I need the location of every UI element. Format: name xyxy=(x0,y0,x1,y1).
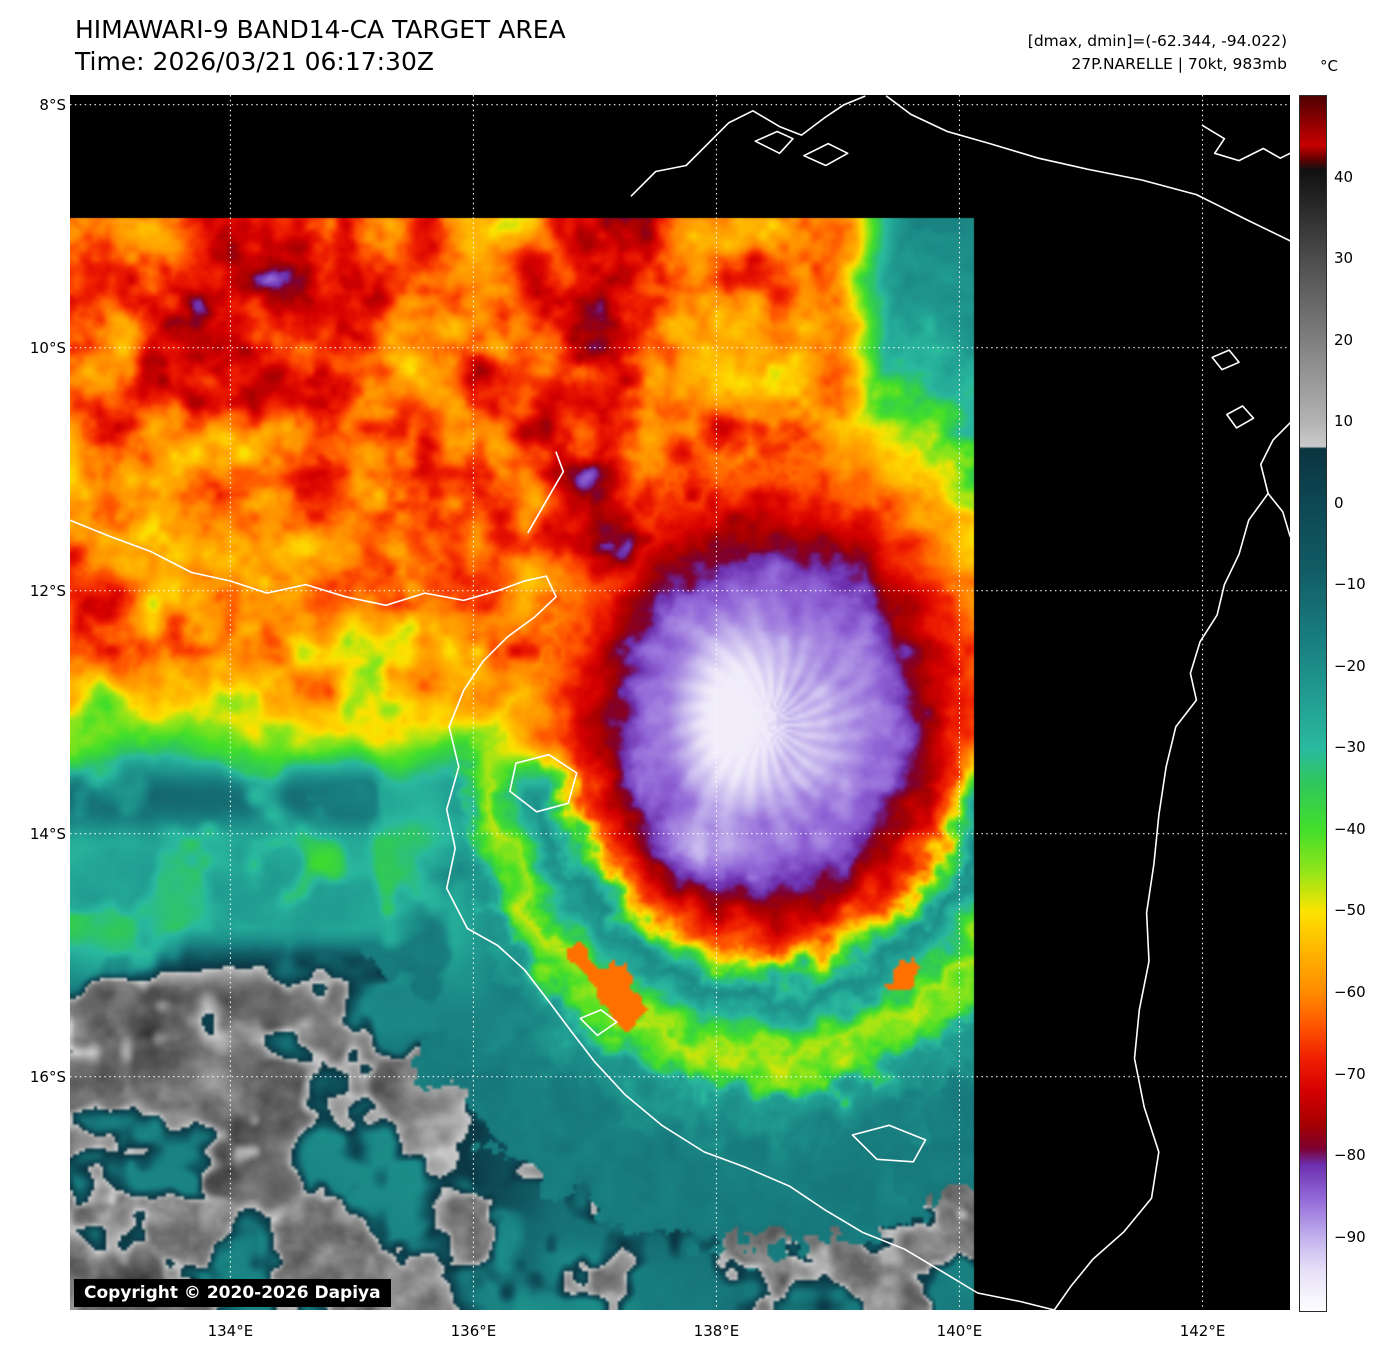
colorbar-tick-label: 40 xyxy=(1334,167,1354,186)
colorbar-canvas xyxy=(1299,95,1327,1312)
coastline-wessel-islands xyxy=(527,451,565,534)
header-left: HIMAWARI-9 BAND14-CA TARGET AREA Time: 2… xyxy=(75,14,566,78)
lat-tick-label: 10°S xyxy=(29,338,66,357)
colorbar-tick-label: −70 xyxy=(1334,1064,1366,1083)
coastline-torres-strait-island-2 xyxy=(1226,405,1255,429)
coastline-png-south-east xyxy=(885,95,1290,242)
colorbar-tick-label: 0 xyxy=(1334,493,1344,512)
lon-tick-label: 134°E xyxy=(207,1322,254,1340)
colorbar-tick-label: −90 xyxy=(1334,1227,1366,1246)
lon-tick-label: 142°E xyxy=(1179,1322,1226,1340)
lat-tick-label: 8°S xyxy=(39,95,66,114)
colorbar-tick-label: −60 xyxy=(1334,982,1366,1001)
dmax-dmin-readout: [dmax, dmin]=(-62.344, -94.022) xyxy=(1027,32,1287,50)
colorbar-tick-label: −20 xyxy=(1334,656,1366,675)
coastline-mainland xyxy=(70,422,1290,1310)
lat-tick-label: 16°S xyxy=(29,1067,66,1086)
coastline-torres-strait-island-1 xyxy=(1211,349,1240,371)
coastline-groote-eylandt xyxy=(509,753,578,813)
colorbar-tick-label: −50 xyxy=(1334,901,1366,920)
colorbar-tick-label: 10 xyxy=(1334,412,1354,431)
colorbar-tick-label: −30 xyxy=(1334,738,1366,757)
storm-info: 27P.NARELLE | 70kt, 983mb xyxy=(1071,55,1287,74)
colorbar-tick-label: −10 xyxy=(1334,575,1366,594)
coastline-mornington-island xyxy=(851,1124,927,1163)
lon-tick-label: 140°E xyxy=(936,1322,983,1340)
coastline-png-delta-island-1 xyxy=(754,130,794,155)
lon-tick-label: 138°E xyxy=(693,1322,740,1340)
satellite-canvas xyxy=(70,95,1290,1310)
lat-tick-label: 12°S xyxy=(29,581,66,600)
coastline-cape-york-east xyxy=(1267,492,1290,537)
colorbar-tick-label: −80 xyxy=(1334,1146,1366,1165)
colorbar-tick-label: −40 xyxy=(1334,819,1366,838)
figure-timestamp: Time: 2026/03/21 06:17:30Z xyxy=(75,47,434,76)
lon-tick-label: 136°E xyxy=(450,1322,497,1340)
map-overlay-svg xyxy=(70,95,1290,1310)
colorbar-tick-label: 20 xyxy=(1334,330,1354,349)
copyright-badge: Copyright © 2020-2026 Dapiya xyxy=(74,1279,391,1307)
header-right: [dmax, dmin]=(-62.344, -94.022) 27P.NARE… xyxy=(1028,30,1287,77)
colorbar-tick-label: 30 xyxy=(1334,249,1354,268)
lat-tick-label: 14°S xyxy=(29,824,66,843)
coastline-sir-edward-pellew xyxy=(579,1009,618,1037)
map-plot-area: Copyright © 2020-2026 Dapiya xyxy=(70,95,1290,1310)
coastline-png-delta-island-2 xyxy=(803,142,849,167)
coastline-png-south-west xyxy=(630,95,866,197)
colorbar-unit-label: °C xyxy=(1320,57,1338,75)
coastline-fly-river xyxy=(1201,124,1290,162)
figure-title: HIMAWARI-9 BAND14-CA TARGET AREA xyxy=(75,15,566,44)
